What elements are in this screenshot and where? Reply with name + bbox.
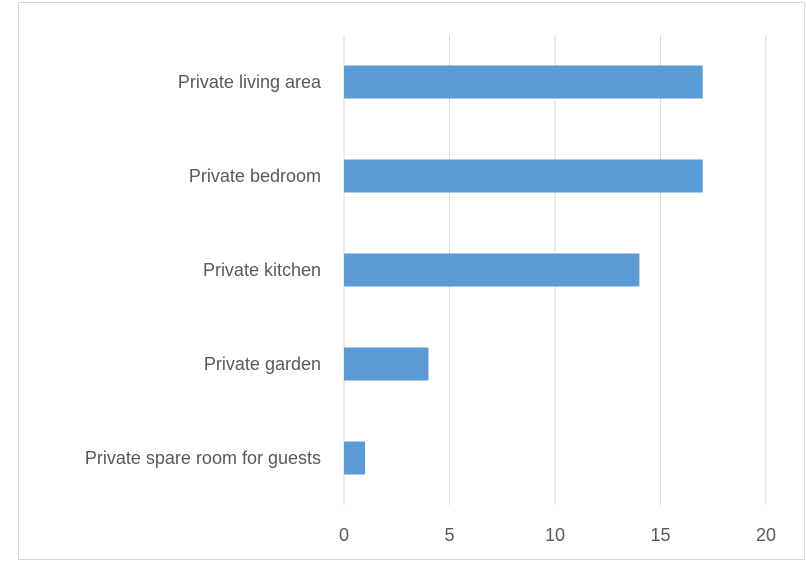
category-labels: Private living area Private bedroom Privat…: [85, 72, 322, 468]
bar-private-spare-room-for-guests: [344, 441, 366, 475]
x-tick-label: 5: [444, 525, 454, 545]
x-axis-tick-labels: 0 5 10 15 20: [339, 525, 776, 545]
category-label: Private living area: [178, 72, 322, 92]
category-label: Private kitchen: [203, 260, 321, 280]
bar-private-garden: [344, 347, 429, 381]
bar-private-bedroom: [344, 159, 703, 193]
x-tick-label: 15: [650, 525, 670, 545]
bars: [344, 65, 703, 475]
x-tick-label: 20: [756, 525, 776, 545]
x-tick-label: 10: [545, 525, 565, 545]
category-label: Private spare room for guests: [85, 448, 321, 468]
x-tick-label: 0: [339, 525, 349, 545]
category-label: Private bedroom: [189, 166, 321, 186]
bar-private-kitchen: [344, 253, 640, 287]
bar-private-living-area: [344, 65, 703, 99]
category-label: Private garden: [204, 354, 321, 374]
